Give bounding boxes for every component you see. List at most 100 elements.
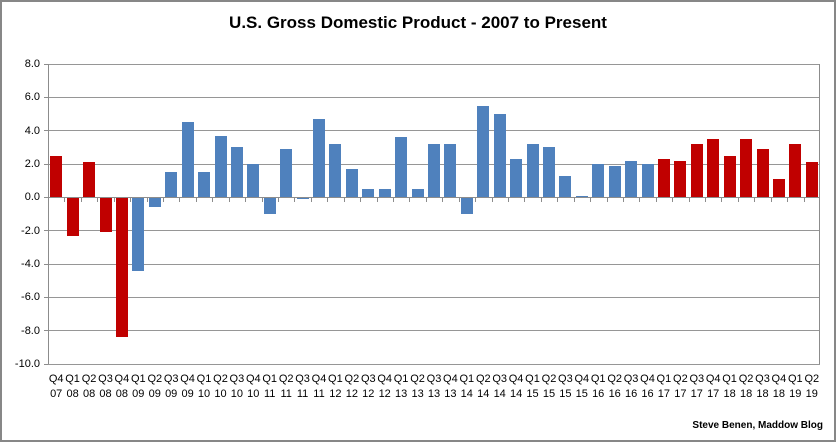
x-axis-tick bbox=[622, 197, 624, 202]
x-axis-tick bbox=[721, 197, 723, 202]
bar-q2-15 bbox=[543, 147, 555, 198]
x-axis-tick bbox=[409, 197, 411, 202]
x-axis-tick bbox=[458, 197, 460, 202]
x-axis-label: Q3 11 bbox=[295, 373, 310, 400]
gridline bbox=[48, 296, 820, 298]
x-axis-label: Q4 12 bbox=[377, 373, 393, 400]
gridline bbox=[48, 330, 820, 332]
plot-area bbox=[44, 63, 820, 365]
x-axis-tick bbox=[524, 197, 526, 202]
bar-q1-11 bbox=[263, 197, 276, 214]
x-axis-label: Q1 11 bbox=[262, 373, 278, 400]
bar-q2-19 bbox=[805, 162, 818, 198]
x-axis-label: Q3 14 bbox=[492, 373, 508, 400]
bar-q2-14 bbox=[477, 105, 490, 198]
x-axis-label: Q4 17 bbox=[705, 373, 721, 400]
x-axis-tick bbox=[310, 197, 312, 202]
bar-q1-13 bbox=[395, 137, 408, 198]
x-axis-tick bbox=[228, 197, 230, 202]
x-axis-label: Q4 14 bbox=[508, 373, 524, 400]
gridline bbox=[48, 230, 820, 232]
bar-q1-09 bbox=[132, 197, 145, 271]
bar-q3-10 bbox=[230, 147, 243, 198]
gridline bbox=[48, 96, 820, 98]
x-axis-label: Q1 14 bbox=[459, 373, 475, 400]
x-axis-tick bbox=[294, 197, 296, 202]
bar-q2-13 bbox=[411, 189, 424, 198]
bar-q2-18 bbox=[740, 139, 753, 198]
x-axis-tick bbox=[80, 197, 82, 202]
bar-q1-18 bbox=[723, 155, 736, 198]
x-axis-tick bbox=[97, 197, 99, 202]
x-axis-tick bbox=[557, 197, 559, 202]
bar-q1-19 bbox=[789, 144, 802, 198]
zero-axis-line bbox=[48, 196, 820, 198]
x-axis-tick bbox=[507, 197, 509, 202]
x-axis-tick bbox=[360, 197, 362, 202]
bar-q4-14 bbox=[510, 159, 523, 198]
x-axis-tick bbox=[195, 197, 197, 202]
x-axis-label: Q2 19 bbox=[804, 373, 820, 400]
y-axis-tick bbox=[44, 196, 48, 198]
x-axis-tick bbox=[212, 197, 214, 202]
x-axis-tick bbox=[672, 197, 674, 202]
x-axis-label: Q1 09 bbox=[130, 373, 146, 400]
y-axis-tick bbox=[44, 130, 48, 132]
bar-q4-09 bbox=[181, 122, 194, 198]
bar-q3-13 bbox=[428, 144, 440, 198]
x-axis-label: Q3 12 bbox=[360, 373, 376, 400]
x-axis-label: Q4 07 bbox=[48, 373, 64, 400]
y-axis-tick bbox=[44, 363, 48, 365]
gridline bbox=[48, 263, 820, 265]
x-axis: Q4 07 Q1 08 Q2 08 Q3 08 Q4 08 Q1 09 Q2 09 Q3 09… bbox=[48, 372, 820, 404]
bar-q1-16 bbox=[592, 164, 605, 198]
x-axis-label: Q1 10 bbox=[196, 373, 212, 400]
gridline bbox=[48, 363, 820, 365]
x-axis-label: Q1 17 bbox=[656, 373, 672, 400]
x-axis-tick bbox=[425, 197, 427, 202]
bar-q3-11 bbox=[296, 197, 309, 199]
x-axis-label: Q1 13 bbox=[393, 373, 409, 400]
bar-q3-08 bbox=[99, 197, 112, 233]
y-axis-tick bbox=[44, 163, 48, 165]
x-axis-label: Q4 15 bbox=[574, 373, 590, 400]
x-axis-label: Q1 18 bbox=[722, 373, 737, 400]
bar-q4-12 bbox=[378, 189, 391, 198]
x-axis-tick bbox=[179, 197, 181, 202]
bar-q3-18 bbox=[756, 149, 769, 198]
x-axis-tick bbox=[606, 197, 608, 202]
y-axis-tick bbox=[44, 230, 48, 232]
x-axis-tick bbox=[376, 197, 378, 202]
x-axis-label: Q2 15 bbox=[541, 373, 557, 400]
x-axis-tick bbox=[819, 197, 820, 202]
y-axis-label: -10.0 bbox=[14, 358, 40, 370]
x-axis-tick bbox=[737, 197, 739, 202]
x-axis-label: Q3 08 bbox=[98, 373, 113, 400]
y-axis-label: 8.0 bbox=[24, 58, 40, 70]
x-axis-tick bbox=[245, 197, 247, 202]
x-axis-tick bbox=[639, 197, 641, 202]
bar-q4-16 bbox=[641, 164, 654, 198]
x-axis-tick bbox=[113, 197, 115, 202]
x-axis-tick bbox=[491, 197, 493, 202]
bar-q1-10 bbox=[198, 172, 210, 198]
bar-q1-14 bbox=[460, 197, 473, 214]
x-axis-tick bbox=[770, 197, 772, 202]
x-axis-tick bbox=[573, 197, 575, 202]
y-axis-label: -6.0 bbox=[21, 291, 40, 304]
attribution-text: Steve Benen, Maddow Blog bbox=[692, 420, 823, 431]
x-axis-label: Q4 16 bbox=[640, 373, 655, 400]
y-axis-label: 6.0 bbox=[24, 91, 40, 104]
bar-q4-07 bbox=[50, 155, 63, 198]
x-axis-label: Q2 10 bbox=[213, 373, 228, 400]
x-axis-tick bbox=[442, 197, 444, 202]
bar-q4-13 bbox=[444, 144, 457, 198]
x-axis-label: Q1 19 bbox=[787, 373, 803, 400]
x-axis-label: Q4 09 bbox=[180, 373, 195, 400]
bar-q4-11 bbox=[313, 119, 325, 198]
x-axis-label: Q2 09 bbox=[147, 373, 163, 400]
x-axis-label: Q3 13 bbox=[426, 373, 442, 400]
x-axis-tick bbox=[278, 197, 279, 202]
y-axis-label: 4.0 bbox=[24, 124, 40, 137]
x-axis-tick bbox=[705, 197, 706, 202]
